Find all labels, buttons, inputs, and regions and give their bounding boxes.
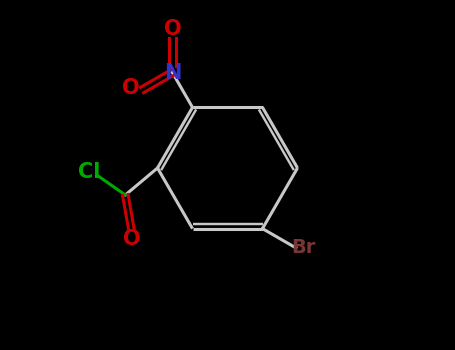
Text: Cl: Cl — [78, 162, 100, 182]
Text: N: N — [164, 63, 181, 83]
Text: Br: Br — [291, 238, 316, 257]
Text: O: O — [122, 229, 140, 249]
Text: O: O — [163, 19, 181, 39]
Text: O: O — [122, 78, 140, 98]
